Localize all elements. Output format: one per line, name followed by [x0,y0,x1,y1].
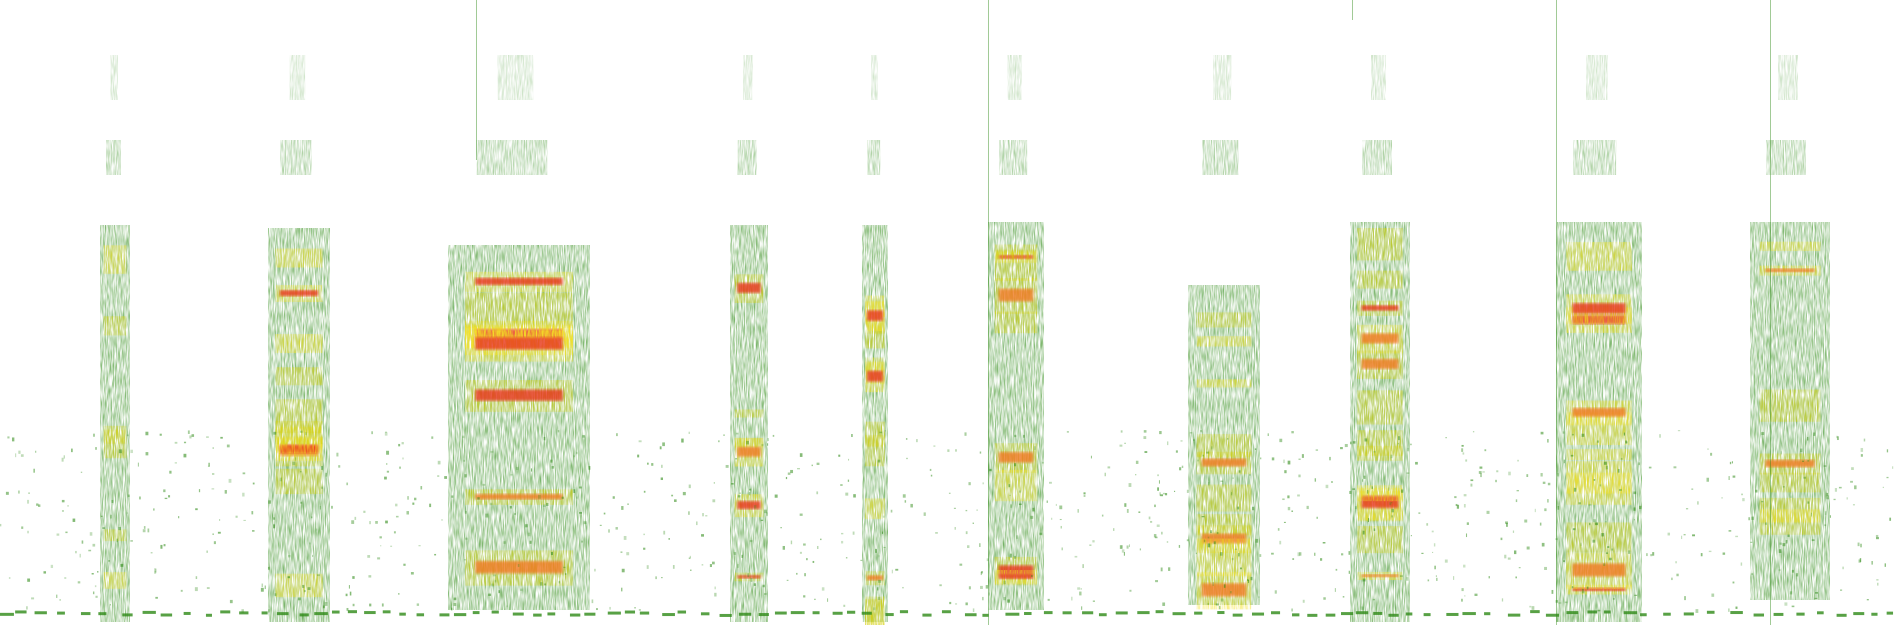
burst-segment [1350,55,1410,622]
baseline-dashes [0,610,1894,617]
burst-segment [1556,55,1642,622]
burst-segment [1750,55,1830,600]
burst-segment [988,55,1044,610]
burst-segment [862,55,888,625]
background-noise [0,430,1894,613]
burst-segment [268,55,330,622]
burst-segment [100,55,130,622]
burst-segment [1188,55,1260,610]
burst-segment [730,55,768,622]
burst-segment [448,55,590,610]
